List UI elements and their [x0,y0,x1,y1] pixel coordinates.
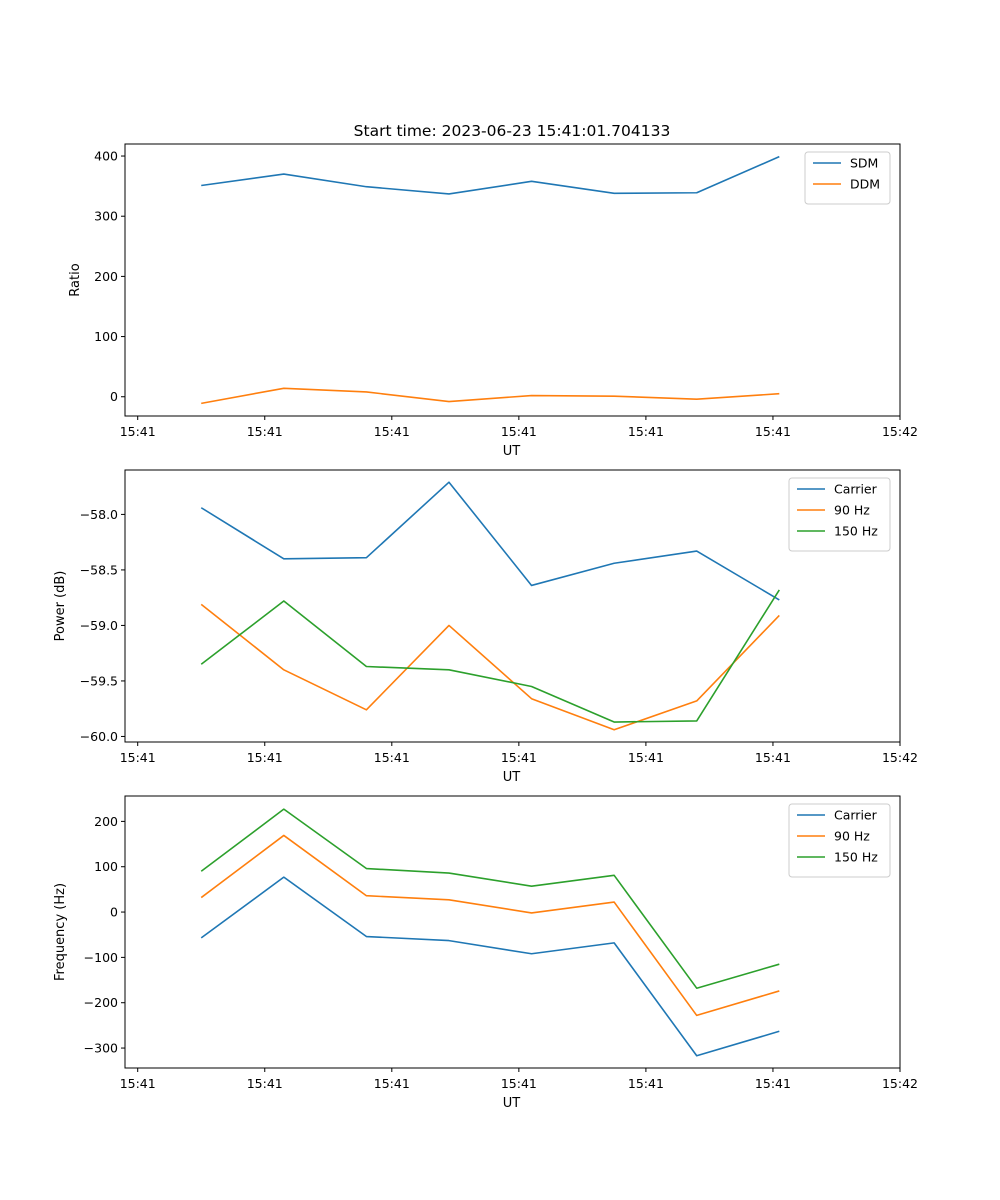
power-y-tick-label: −59.5 [80,673,118,688]
frequency-y-axis-label: Frequency (Hz) [53,883,68,981]
power-legend-label: 90 Hz [834,503,870,518]
ratio-y-tick-label: 300 [94,209,118,224]
frequency-y-tick-label: −300 [84,1041,118,1056]
power-series-carrier-line [200,481,780,601]
power-y-tick-label: −58.0 [80,507,118,522]
ratio-y-tick-label: 400 [94,149,118,164]
ratio-y-tick-label: 0 [110,389,118,404]
power-x-tick-label: 15:41 [501,750,537,765]
frequency-legend-label: 90 Hz [834,829,870,844]
power-series-90-hz-line [200,603,780,731]
frequency-y-tick-label: 100 [94,859,118,874]
power-x-tick-label: 15:41 [120,750,156,765]
ratio-legend: SDM DDM [804,151,891,205]
ratio-legend-label: SDM [850,156,878,171]
frequency-x-tick-label: 15:41 [501,1076,537,1091]
frequency-y-tick-label: −100 [84,950,118,965]
frequency-legend-label: Carrier [834,808,878,823]
frequency-y-tick-label: −200 [84,995,118,1010]
frequency-legend-label: 150 Hz [834,850,878,865]
power-x-tick-label: 15:41 [628,750,664,765]
ratio-y-tick-label: 200 [94,269,118,284]
power-legend-label: 150 Hz [834,524,878,539]
ratio-x-tick-label: 15:41 [501,424,537,439]
frequency-x-tick-label: 15:41 [374,1076,410,1091]
ratio-x-tick-label: 15:42 [882,424,918,439]
frequency-series-carrier-line [200,876,780,1057]
power-x-axis-label: UT [503,770,521,785]
frequency-x-tick-label: 15:41 [247,1076,283,1091]
power-x-tick-label: 15:41 [755,750,791,765]
frequency-series-90-hz-line [200,834,780,1017]
frequency-axes-frame [124,795,901,1069]
ratio-legend-label: DDM [850,177,880,192]
power-x-tick-label: 15:41 [374,750,410,765]
ratio-x-axis-label: UT [503,444,521,459]
ratio-y-tick-label: 100 [94,329,118,344]
ratio-x-tick-label: 15:41 [374,424,410,439]
frequency-chart-panel: −300 −200 −100 0 100 200 15:41 15:41 15:41 15:41 1… [53,795,918,1111]
power-legend: Carrier 90 Hz 150 Hz [788,477,891,552]
frequency-x-tick-label: 15:41 [628,1076,664,1091]
ratio-x-tick-label: 15:41 [247,424,283,439]
power-series-150-hz-line [200,589,780,723]
ratio-legend-box [804,151,891,205]
power-y-tick-label: −59.0 [80,618,118,633]
power-y-tick-label: −58.5 [80,562,118,577]
ratio-series-sdm-line [201,155,780,195]
ratio-y-axis-label: Ratio [68,263,83,296]
frequency-x-tick-label: 15:42 [882,1076,918,1091]
power-chart-panel: −60.0 −59.5 −59.0 −58.5 −58.0 15:41 15:41 15:41… [53,469,918,785]
power-y-axis-label: Power (dB) [53,571,68,642]
frequency-x-axis-label: UT [503,1096,521,1111]
power-x-tick-label: 15:41 [247,750,283,765]
frequency-legend: Carrier 90 Hz 150 Hz [788,803,891,878]
power-legend-label: Carrier [834,482,878,497]
ratio-chart-panel: 0 100 200 300 400 15:41 15:41 15:41 15:41 15:41 15… [68,143,918,459]
frequency-y-tick-label: 200 [94,814,118,829]
ratio-x-tick-label: 15:41 [628,424,664,439]
ratio-x-tick-label: 15:41 [120,424,156,439]
power-y-tick-label: −60.0 [80,729,118,744]
figure-title: Start time: 2023-06-23 15:41:01.704133 [354,122,671,140]
frequency-legend-box [788,803,891,878]
power-legend-box [788,477,891,552]
frequency-x-tick-label: 15:41 [120,1076,156,1091]
power-x-tick-label: 15:42 [882,750,918,765]
frequency-series-150-hz-line [200,808,780,990]
frequency-y-tick-label: 0 [110,905,118,920]
ratio-x-tick-label: 15:41 [755,424,791,439]
ratio-series-ddm-line [201,387,780,405]
ratio-axes-frame [124,143,901,417]
power-axes-frame [124,469,901,743]
frequency-x-tick-label: 15:41 [755,1076,791,1091]
